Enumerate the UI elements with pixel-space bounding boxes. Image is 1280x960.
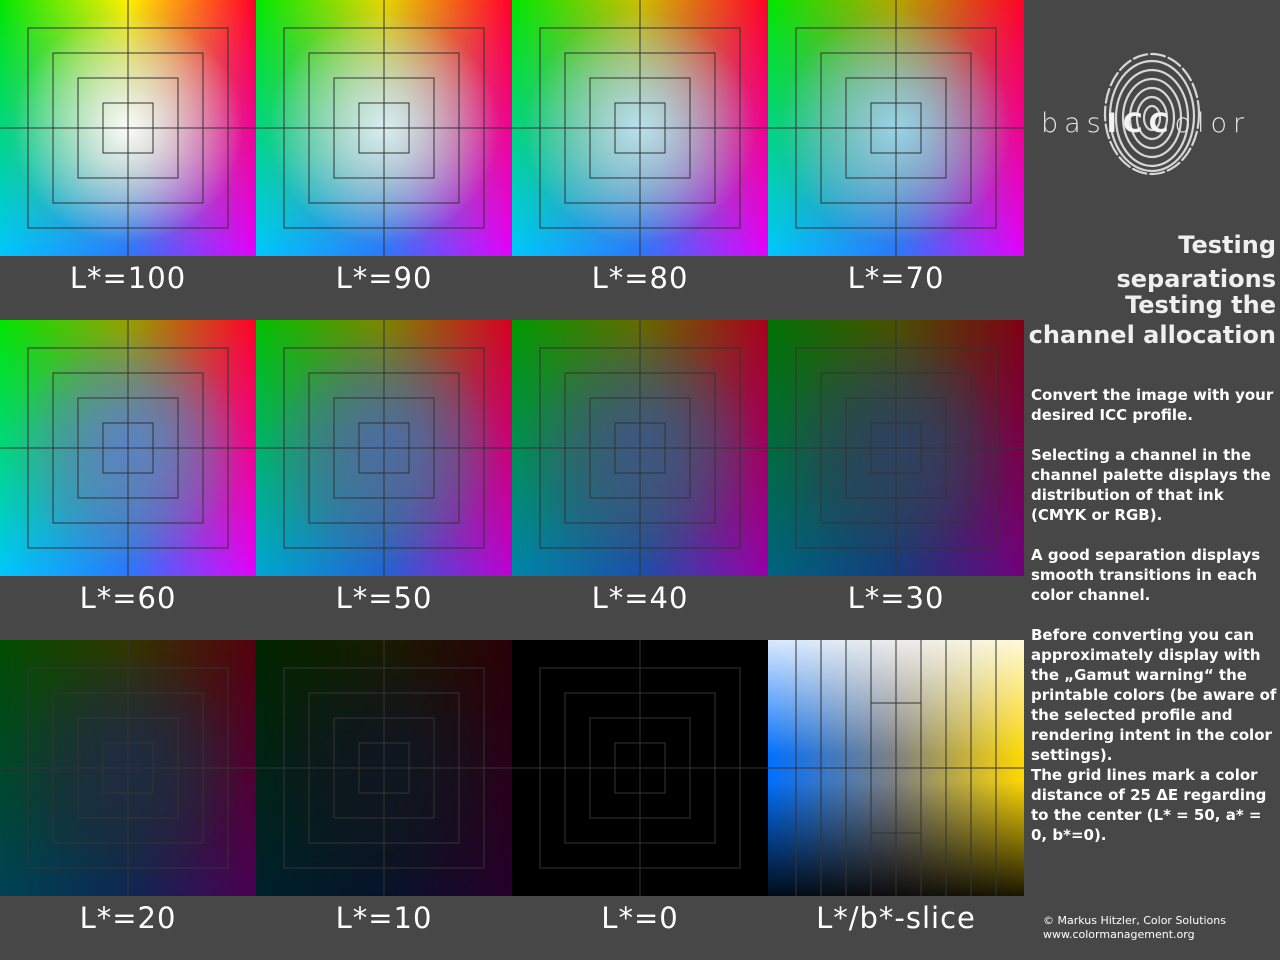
panel-label: L*=0 <box>601 901 679 935</box>
lab-slice-l100 <box>0 0 256 256</box>
panel-label: L*=50 <box>335 581 433 615</box>
instruction-paragraph: Selecting a channel in the channel palet… <box>1031 446 1271 524</box>
lab-slice-l20 <box>0 640 256 896</box>
panel-label: L*=60 <box>79 581 177 615</box>
lab-slice-l0 <box>512 640 768 896</box>
lab-slice-l70 <box>768 0 1024 256</box>
logo-suffix: olor <box>1174 108 1251 139</box>
panel-label: L*=80 <box>591 261 689 295</box>
logo <box>1024 0 1280 220</box>
panel-label: L*=100 <box>69 261 187 295</box>
instruction-paragraph: Convert the image with your desired ICC … <box>1031 386 1274 424</box>
heading-testing-separations: Testing separations <box>1116 231 1276 293</box>
instruction-paragraph: A good separation displays smooth transi… <box>1031 546 1261 604</box>
panel-label: L*=40 <box>591 581 689 615</box>
lab-slice-l50 <box>256 320 512 576</box>
instruction-paragraph: The grid lines mark a color distance of … <box>1031 766 1267 844</box>
logo-middle: ICC <box>1106 108 1175 139</box>
footer-website: www.colormanagement.org <box>1043 928 1195 941</box>
lab-slice-l90 <box>256 0 512 256</box>
lab-slice-lb <box>768 640 1024 896</box>
lab-slice-l80 <box>512 0 768 256</box>
panel-label: L*/b*-slice <box>816 901 976 935</box>
logo-prefix: bas <box>1041 108 1107 139</box>
panel-label: L*=10 <box>335 901 433 935</box>
logo-wordmark: basICColor <box>1041 108 1271 139</box>
lab-slice-l10 <box>256 640 512 896</box>
lab-slice-l30 <box>768 320 1024 576</box>
lab-slice-l60 <box>0 320 256 576</box>
fingerprint-icon <box>1103 52 1201 176</box>
footer-copyright: © Markus Hitzler, Color Solutions <box>1043 914 1226 927</box>
panel-label: L*=90 <box>335 261 433 295</box>
lab-slice-l40 <box>512 320 768 576</box>
panel-label: L*=70 <box>847 261 945 295</box>
heading-channel-allocation-2: channel allocation <box>1028 321 1276 349</box>
instruction-paragraph: Before converting you can approximately … <box>1031 626 1277 764</box>
panel-label: L*=20 <box>79 901 177 935</box>
heading-channel-allocation-1: Testing the <box>1125 291 1276 319</box>
panel-label: L*=30 <box>847 581 945 615</box>
